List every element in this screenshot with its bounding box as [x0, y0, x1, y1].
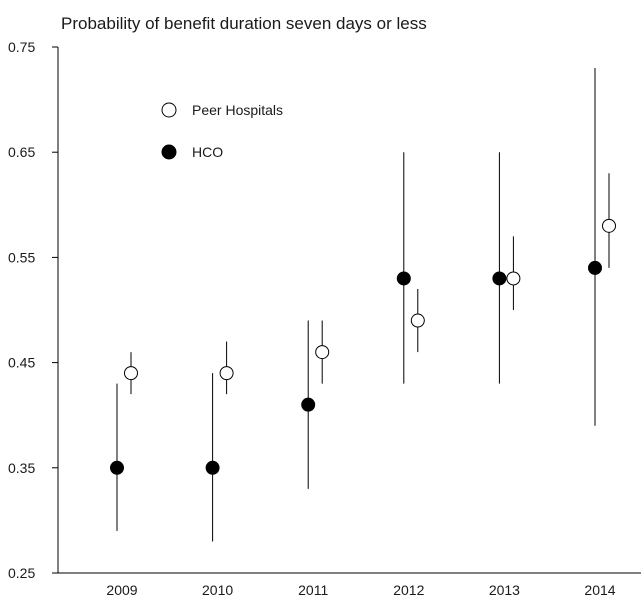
peer-hospitals-point — [219, 366, 234, 381]
peer-hospitals-point — [506, 271, 521, 286]
y-tick-label: 0.75 — [8, 39, 35, 55]
legend-hco-marker — [161, 144, 177, 160]
legend-peer-hospitals-label: Peer Hospitals — [192, 102, 283, 118]
peer-hospitals-point — [602, 218, 616, 233]
x-tick-label: 2012 — [393, 582, 424, 598]
hco-point — [396, 271, 411, 286]
data-points — [110, 218, 616, 475]
y-tick-label: 0.55 — [8, 249, 35, 265]
hco-point — [492, 271, 507, 286]
x-tick-label: 2011 — [298, 582, 328, 598]
x-tick-label: 2013 — [489, 582, 520, 598]
chart-title: Probability of benefit duration seven da… — [61, 14, 427, 33]
x-tick-label: 2010 — [202, 582, 233, 598]
legend-peer-hospitals-marker — [161, 102, 177, 118]
hco-point — [110, 460, 124, 475]
y-tick-label: 0.25 — [8, 565, 35, 581]
legend-hco-label: HCO — [192, 144, 223, 160]
peer-hospitals-point — [410, 313, 425, 328]
hco-point — [301, 397, 316, 412]
y-tick-label: 0.35 — [8, 460, 35, 476]
error-bars — [116, 68, 610, 542]
peer-hospitals-point — [124, 366, 138, 381]
x-tick-label: 2014 — [584, 582, 615, 598]
hco-point — [588, 260, 602, 275]
peer-hospitals-point — [315, 345, 330, 360]
x-axis-ticks: 2009 2010 2011 2012 2013 2014 — [106, 582, 615, 598]
y-tick-label: 0.45 — [8, 355, 35, 371]
legend: Peer Hospitals HCO — [161, 102, 283, 160]
y-tick-label: 0.65 — [8, 144, 35, 160]
hco-point — [205, 460, 220, 475]
x-tick-label: 2009 — [106, 582, 137, 598]
y-axis-ticks: 0.25 0.35 0.45 0.55 0.65 0.75 — [8, 39, 58, 581]
